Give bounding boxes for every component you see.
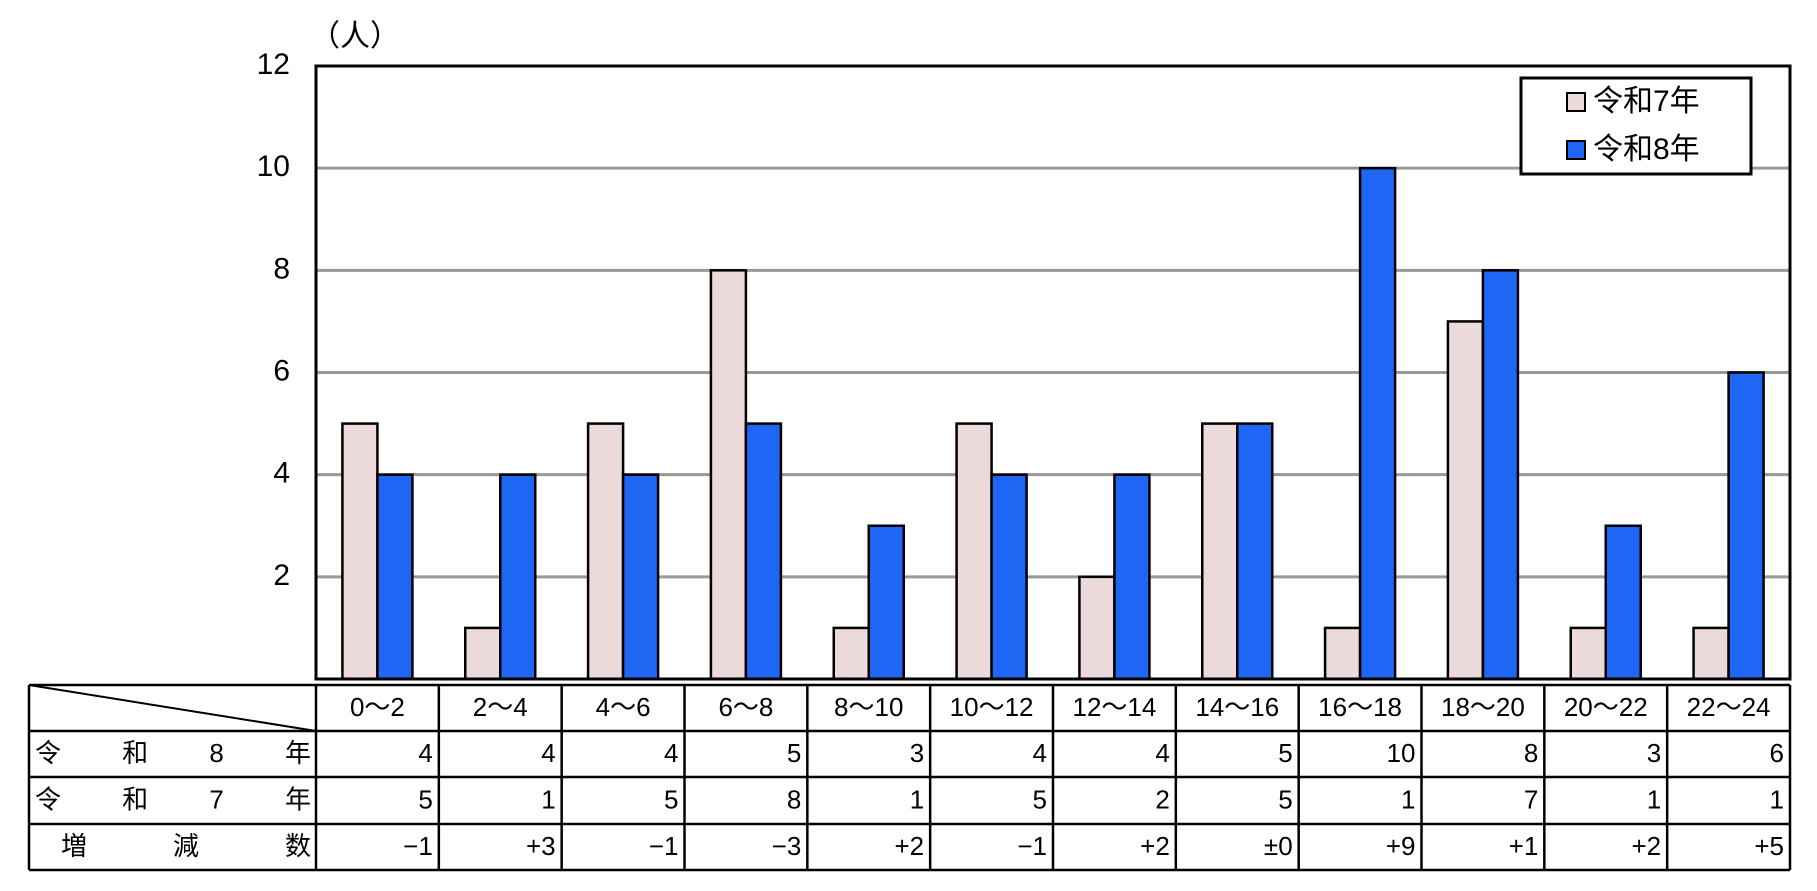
table-cell: 8 (1524, 738, 1538, 768)
y-tick-label: 4 (273, 457, 290, 490)
table-cell: +2 (895, 831, 925, 861)
bar (1569, 626, 1607, 681)
table-row-label: 令和8年 (35, 738, 311, 768)
table-header: 12～14 (1072, 692, 1156, 722)
table-cell: 10 (1387, 738, 1416, 768)
bar (1727, 371, 1765, 681)
bar (464, 626, 502, 681)
y-tick-label: 6 (273, 354, 290, 387)
table-header: 6～8 (718, 692, 773, 722)
bar (1604, 524, 1642, 681)
bar (499, 473, 537, 681)
y-tick-label: 8 (273, 252, 290, 285)
table-cell: 1 (910, 784, 924, 814)
table-cell: ±0 (1264, 831, 1293, 861)
table-cell: 1 (541, 784, 555, 814)
table-cell: 1 (1401, 784, 1415, 814)
table-header: 16～18 (1318, 692, 1402, 722)
table-header: 14～16 (1195, 692, 1279, 722)
bar (955, 422, 993, 681)
y-tick-label: 12 (257, 48, 290, 81)
table-cell: 4 (1155, 738, 1169, 768)
table-diagonal (28, 684, 317, 732)
bar (832, 626, 870, 681)
table-header: 0～2 (350, 692, 405, 722)
table-cell: 5 (1033, 784, 1047, 814)
bar (1201, 422, 1239, 681)
table-cell: −1 (403, 831, 433, 861)
table-header: 18～20 (1441, 692, 1525, 722)
table-cell: 5 (1278, 784, 1292, 814)
bar (1078, 575, 1116, 681)
table-cell: +2 (1140, 831, 1170, 861)
table-header: 2～4 (473, 692, 528, 722)
table-cell: 4 (541, 738, 555, 768)
table-cell: 8 (787, 784, 801, 814)
table-row-label: 令和7年 (35, 784, 311, 814)
bar (586, 422, 625, 681)
bar (1481, 269, 1520, 681)
table-cell: 4 (418, 738, 432, 768)
y-tick-label: 2 (273, 559, 290, 592)
table-header: 22～24 (1687, 692, 1771, 722)
table-cell: −1 (1017, 831, 1047, 861)
table-cell: +1 (1509, 831, 1539, 861)
table-cell: 4 (1033, 738, 1047, 768)
table-cell: 5 (787, 738, 801, 768)
table-cell: −3 (772, 831, 802, 861)
table-header: 8～10 (834, 692, 903, 722)
legend-label: 令和8年 (1593, 133, 1700, 166)
y-unit: （人） (310, 20, 400, 53)
plot-frame (314, 64, 1792, 681)
table-cell: +9 (1386, 831, 1416, 861)
table-cell: 6 (1770, 738, 1784, 768)
bar (1358, 166, 1397, 681)
bar (376, 473, 414, 681)
legend-swatch (1566, 140, 1586, 160)
bar (867, 524, 905, 681)
bar (1113, 473, 1151, 681)
legend (1519, 76, 1753, 176)
table-cell: +3 (526, 831, 556, 861)
table-cell: 1 (1770, 784, 1784, 814)
table-cell: 5 (418, 784, 432, 814)
table-cell: 3 (910, 738, 924, 768)
table-cell: 5 (1278, 738, 1292, 768)
bar (1692, 626, 1730, 681)
table-cell: +2 (1632, 831, 1662, 861)
table-header: 10～12 (950, 692, 1034, 722)
bar (1236, 422, 1274, 681)
table-row-label: 増減数 (61, 831, 311, 861)
bar (709, 269, 748, 681)
bar (990, 473, 1028, 681)
bar (1446, 320, 1485, 681)
bar (621, 473, 660, 681)
table-cell: −1 (649, 831, 679, 861)
table-header: 20～22 (1564, 692, 1648, 722)
table-cell: 4 (664, 738, 678, 768)
bar (744, 422, 783, 681)
table-cell: +5 (1754, 831, 1784, 861)
table-cell: 7 (1524, 784, 1538, 814)
y-tick-label: 10 (257, 150, 290, 183)
table-cell: 2 (1155, 784, 1169, 814)
bar (1323, 626, 1362, 681)
table-header: 4～6 (596, 692, 651, 722)
bar (341, 422, 379, 681)
table-cell: 1 (1647, 784, 1661, 814)
table-cell: 3 (1647, 738, 1661, 768)
legend-label: 令和7年 (1593, 85, 1700, 118)
legend-swatch (1566, 92, 1586, 112)
table-cell: 5 (664, 784, 678, 814)
